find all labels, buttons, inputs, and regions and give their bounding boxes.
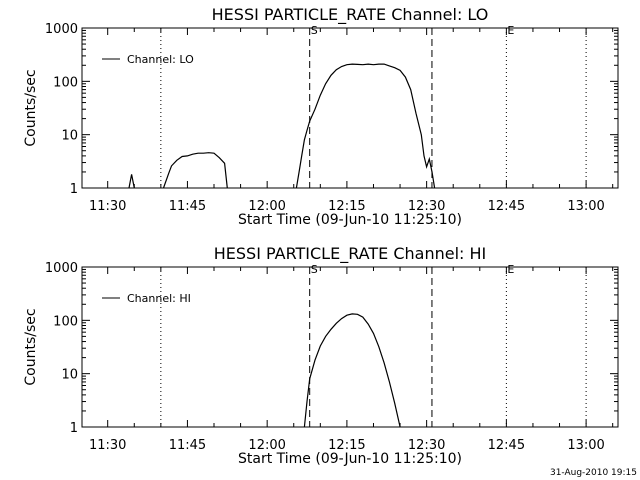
- data-series-line: [128, 174, 135, 189]
- chart-panel-1: HESSI PARTICLE_RATE Channel: LO 1 10 100 100…: [23, 5, 619, 228]
- data-series-line: [295, 63, 436, 189]
- x-tick-label: 12:00: [248, 199, 285, 214]
- event-line-label: S: [311, 263, 318, 276]
- y-tick-label: 100: [53, 75, 78, 90]
- x-tick-label: 12:45: [488, 199, 525, 214]
- x-tick-label: 11:45: [169, 199, 206, 214]
- y-tick-label: 10: [61, 129, 78, 144]
- y-tick-label: 1: [70, 182, 78, 197]
- y-tick-label: 1000: [45, 22, 78, 37]
- x-axis-label: Start Time (09-Jun-10 11:25:10): [238, 451, 462, 467]
- plot-frame: [81, 266, 619, 428]
- y-tick-label: 10: [61, 368, 78, 383]
- x-tick-label: 12:30: [408, 438, 445, 453]
- x-tick-label: 12:00: [248, 438, 285, 453]
- y-tick-label: 1: [70, 421, 78, 436]
- x-tick-label: 11:30: [89, 438, 126, 453]
- event-line-label: S: [311, 24, 318, 37]
- x-tick-label: 12:15: [328, 438, 365, 453]
- footer-timestamp: 31-Aug-2010 19:15: [550, 468, 637, 478]
- data-series-line: [162, 152, 228, 189]
- chart-panel-2: HESSI PARTICLE_RATE Channel: HI 1 10 100 100…: [23, 244, 619, 467]
- event-line-label: E: [507, 24, 514, 37]
- plot-frame: [81, 27, 619, 189]
- x-tick-label: 11:45: [169, 438, 206, 453]
- x-tick-label: 12:15: [328, 199, 365, 214]
- x-axis-label: Start Time (09-Jun-10 11:25:10): [238, 212, 462, 228]
- x-tick-label: 12:45: [488, 438, 525, 453]
- x-tick-label: 12:30: [408, 199, 445, 214]
- y-tick-label: 1000: [45, 261, 78, 276]
- chart-title: HESSI PARTICLE_RATE Channel: HI: [214, 244, 487, 264]
- event-line-label: E: [507, 263, 514, 276]
- y-axis-label: Counts/sec: [23, 308, 39, 385]
- chart-title: HESSI PARTICLE_RATE Channel: LO: [212, 5, 489, 25]
- x-tick-label: 13:00: [567, 438, 604, 453]
- y-axis-label: Counts/sec: [23, 69, 39, 146]
- legend-label: Channel: LO: [127, 53, 194, 66]
- x-tick-label: 13:00: [567, 199, 604, 214]
- data-series-line: [303, 313, 401, 428]
- x-tick-label: 11:30: [89, 199, 126, 214]
- legend-label: Channel: HI: [127, 292, 191, 305]
- y-tick-label: 100: [53, 314, 78, 329]
